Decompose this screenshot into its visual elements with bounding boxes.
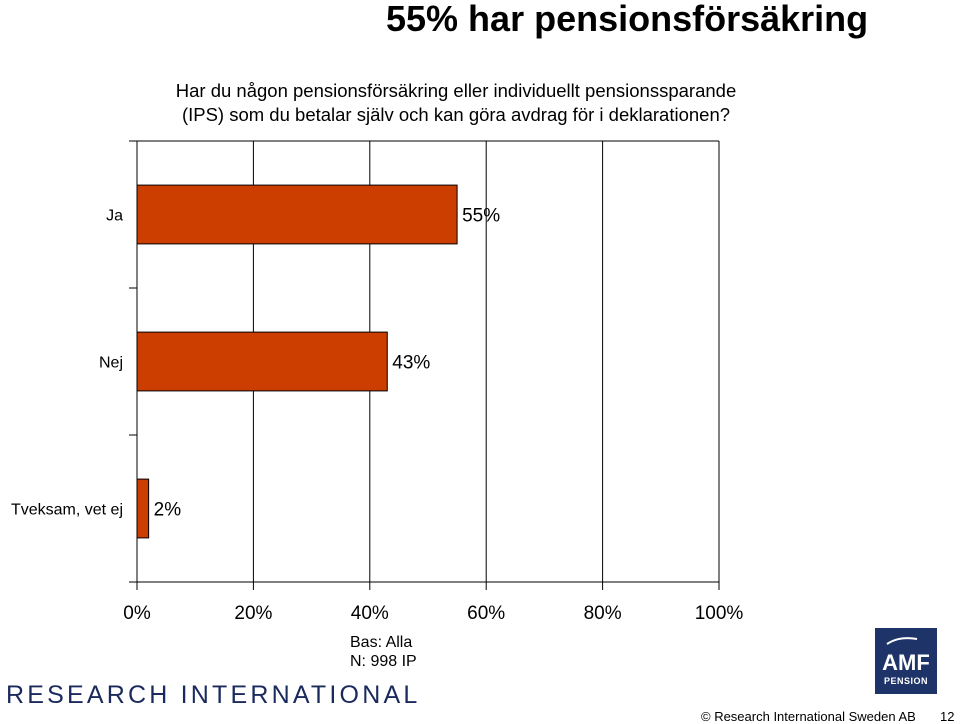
bar-2 bbox=[136, 478, 150, 539]
x-tick-label: 60% bbox=[467, 603, 505, 624]
amf-logo-word: AMF bbox=[882, 650, 930, 675]
amf-pension-logo: AMF PENSION bbox=[875, 628, 937, 694]
x-tick-label: 40% bbox=[351, 603, 389, 624]
category-label: Ja bbox=[106, 208, 123, 225]
chart-bars bbox=[136, 184, 458, 539]
research-international-logo: RESEARCH INTERNATIONAL bbox=[6, 681, 421, 709]
footnote: Bas: Alla N: 998 IP bbox=[350, 633, 417, 671]
x-tick-label: 20% bbox=[234, 603, 272, 624]
survey-question: Har du någon pensionsförsäkring eller in… bbox=[136, 79, 776, 127]
amf-swoosh-icon bbox=[886, 637, 918, 645]
category-label: Tveksam, vet ej bbox=[11, 502, 123, 519]
slide-title: 55% har pensionsförsäkring bbox=[386, 0, 869, 39]
copyright-text: © Research International Sweden AB bbox=[701, 709, 916, 724]
x-tick-label: 100% bbox=[695, 603, 744, 624]
x-tick-label: 80% bbox=[584, 603, 622, 624]
value-label: 43% bbox=[392, 353, 430, 374]
x-tick-label: 0% bbox=[123, 603, 151, 624]
question-line-2: (IPS) som du betalar själv och kan göra … bbox=[181, 104, 731, 125]
question-line-1: Har du någon pensionsförsäkring eller in… bbox=[175, 80, 737, 101]
footnote-base: Bas: Alla bbox=[350, 634, 413, 651]
bar-0 bbox=[136, 184, 458, 245]
category-label: Nej bbox=[99, 355, 123, 372]
amf-logo-subword: PENSION bbox=[883, 676, 928, 686]
chart-labels: 0% 20% 40% 60% 80% 100% 55% Ja 43% Nej 2% Tveksam, … bbox=[11, 206, 743, 625]
page-number: 12 bbox=[940, 709, 955, 724]
bar-1 bbox=[136, 331, 388, 392]
footnote-n: N: 998 IP bbox=[350, 653, 417, 670]
value-label: 55% bbox=[462, 206, 500, 227]
value-label: 2% bbox=[154, 500, 182, 521]
